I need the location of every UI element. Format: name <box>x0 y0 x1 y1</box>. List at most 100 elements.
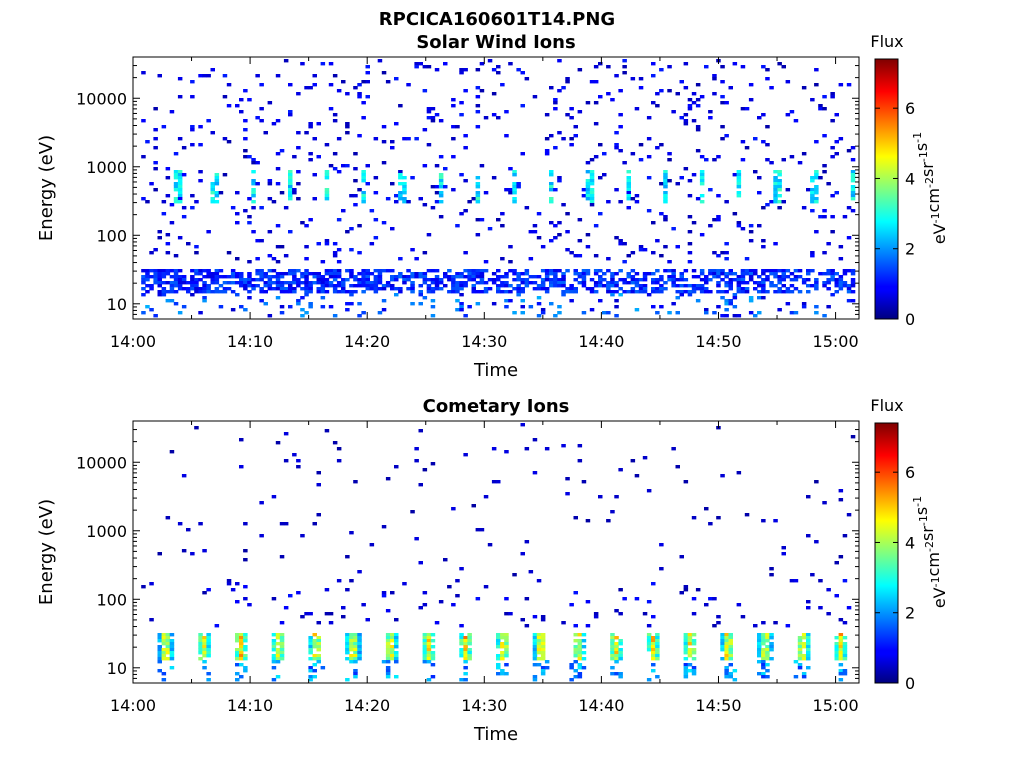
spectrogram-cell <box>186 287 191 291</box>
spectrogram-cell <box>259 290 264 294</box>
spectrogram-cell <box>626 191 631 195</box>
spectrogram-cell <box>390 182 395 186</box>
spectrogram-cell <box>687 293 693 297</box>
spectrogram-cell <box>593 122 599 126</box>
spectrogram-cell <box>263 272 268 276</box>
spectrogram-cell <box>296 465 301 469</box>
spectrogram-cell <box>728 657 733 661</box>
spectrogram-cell <box>308 612 313 616</box>
spectrogram-cell <box>606 257 611 261</box>
spectrogram-cell <box>491 92 497 96</box>
spectrogram-cell <box>271 666 277 670</box>
spectrogram-cell <box>822 251 827 255</box>
spectrogram-cell <box>459 567 464 571</box>
spectrogram-cell <box>357 636 362 640</box>
spectrogram-cell <box>540 666 546 670</box>
spectrogram-cell <box>842 654 848 658</box>
spectrogram-cell <box>838 489 844 493</box>
x-tick-label: 14:40 <box>578 696 624 715</box>
spectrogram-cell <box>239 642 244 646</box>
spectrogram-cell <box>598 275 603 279</box>
spectrogram-cell <box>467 633 472 637</box>
spectrogram-cell <box>361 197 366 201</box>
spectrogram-cell <box>243 654 248 658</box>
spectrogram-cell <box>496 666 501 670</box>
spectrogram-cell <box>357 633 362 637</box>
spectrogram-cell <box>149 182 154 186</box>
spectrogram-cell <box>402 281 407 285</box>
spectrogram-cell <box>398 287 403 291</box>
spectrogram-cell <box>761 666 766 670</box>
spectrogram-cell <box>226 251 232 255</box>
spectrogram-cell <box>659 278 664 282</box>
spectrogram-cell <box>838 257 844 261</box>
spectrogram-cell <box>308 152 313 156</box>
spectrogram-cell <box>504 654 509 658</box>
unit-exponent: -1 <box>911 132 924 143</box>
spectrogram-cell <box>422 281 428 285</box>
spectrogram-cell <box>345 636 350 640</box>
spectrogram-cell <box>463 251 468 255</box>
spectrogram-cell <box>814 284 819 288</box>
spectrogram-cell <box>761 633 766 637</box>
spectrogram-cell <box>716 272 721 276</box>
spectrogram-cell <box>235 281 240 285</box>
spectrogram-cell <box>239 465 244 469</box>
spectrogram-cell <box>736 290 742 294</box>
spectrogram-cell <box>385 80 391 84</box>
spectrogram-cell <box>646 678 652 682</box>
spectrogram-cell <box>557 305 562 309</box>
spectrogram-cell <box>243 645 248 649</box>
spectrogram-cell <box>532 633 538 637</box>
spectrogram-cell <box>349 293 354 297</box>
spectrogram-cell <box>394 651 399 655</box>
spectrogram-cell <box>540 636 546 640</box>
spectrogram-cell <box>651 636 656 640</box>
spectrogram-cell <box>459 639 464 643</box>
spectrogram-cell <box>842 651 848 655</box>
spectrogram-cell <box>173 278 179 282</box>
spectrogram-cell <box>704 65 709 69</box>
spectrogram-cell <box>606 281 611 285</box>
x-tick-label: 15:00 <box>813 332 859 351</box>
spectrogram-cell <box>557 311 562 315</box>
spectrogram-cell <box>565 248 570 252</box>
spectrogram-cell <box>577 110 583 114</box>
spectrogram-cell <box>279 149 285 153</box>
spectrogram-cell <box>540 269 546 273</box>
spectrogram-cell <box>324 612 330 616</box>
spectrogram-cell <box>549 134 554 138</box>
spectrogram-cell <box>602 311 607 315</box>
spectrogram-cell <box>500 224 505 228</box>
spectrogram-cell <box>634 200 640 204</box>
spectrogram-cell <box>365 618 370 622</box>
colorbar-tick-label: 4 <box>905 169 915 188</box>
spectrogram-cell <box>402 182 407 186</box>
spectrogram-cell <box>173 272 179 276</box>
spectrogram-cell <box>430 287 436 291</box>
spectrogram-cell <box>683 663 689 667</box>
spectrogram-cell <box>324 272 330 276</box>
spectrogram-cell <box>308 281 313 285</box>
spectrogram-cell <box>561 278 566 282</box>
spectrogram-cell <box>283 281 289 285</box>
spectrogram-cell <box>496 636 501 640</box>
spectrogram-cell <box>720 636 725 640</box>
spectrogram-cell <box>716 284 721 288</box>
spectrogram-cell <box>549 173 554 177</box>
spectrogram-cell <box>646 489 652 493</box>
spectrogram-cell <box>361 272 366 276</box>
spectrogram-cell <box>186 281 191 285</box>
spectrogram-cell <box>198 648 203 652</box>
spectrogram-cell <box>214 278 220 282</box>
spectrogram-cell <box>634 290 640 294</box>
spectrogram-cell <box>365 269 370 273</box>
spectrogram-cell <box>724 654 729 658</box>
spectrogram-cell <box>239 645 244 649</box>
spectrogram-cell <box>239 281 244 285</box>
spectrogram-cell <box>353 86 358 90</box>
spectrogram-cell <box>683 633 689 637</box>
spectrogram-cell <box>394 465 399 469</box>
spectrogram-cell <box>426 639 432 643</box>
spectrogram-cell <box>806 636 811 640</box>
